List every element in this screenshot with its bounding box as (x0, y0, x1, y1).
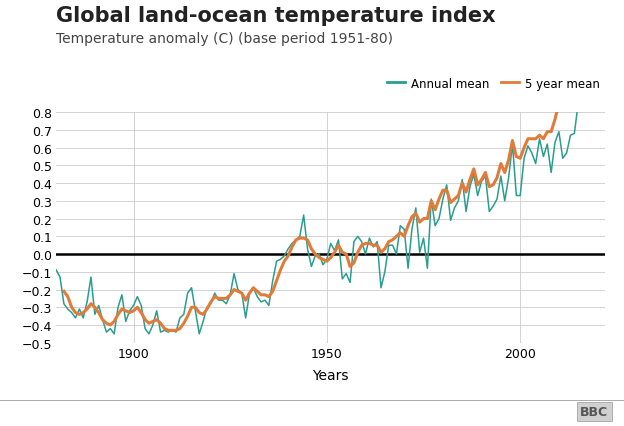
Annual mean (242, 316, 250, 321)
Line: Annual mean: Annual mean (56, 74, 605, 334)
Annual mean (110, 331, 118, 337)
Annual mean (99, 317, 106, 322)
Annual mean (72, 316, 79, 321)
Annual mean (594, 72, 602, 77)
5 year mean (157, 321, 164, 326)
X-axis label: Years: Years (313, 368, 349, 383)
Annual mean (602, 95, 609, 100)
5 year mean (91, 305, 99, 310)
Text: BBC: BBC (580, 406, 608, 418)
Text: Global land-ocean temperature index: Global land-ocean temperature index (56, 6, 496, 26)
Annual mean (199, 319, 207, 324)
5 year mean (79, 310, 87, 315)
5 year mean (598, 87, 605, 92)
5 year mean (578, 77, 586, 82)
Annual mean (300, 213, 308, 218)
5 year mean (165, 328, 172, 333)
Annual mean (52, 268, 60, 273)
Legend: Annual mean, 5 year mean: Annual mean, 5 year mean (387, 78, 600, 90)
Text: Temperature anomaly (C) (base period 1951-80): Temperature anomaly (C) (base period 195… (56, 32, 393, 46)
Annual mean (281, 253, 288, 259)
5 year mean (114, 312, 122, 317)
5 year mean (288, 245, 296, 250)
5 year mean (60, 289, 67, 294)
Line: 5 year mean: 5 year mean (64, 79, 602, 331)
5 year mean (331, 250, 338, 255)
